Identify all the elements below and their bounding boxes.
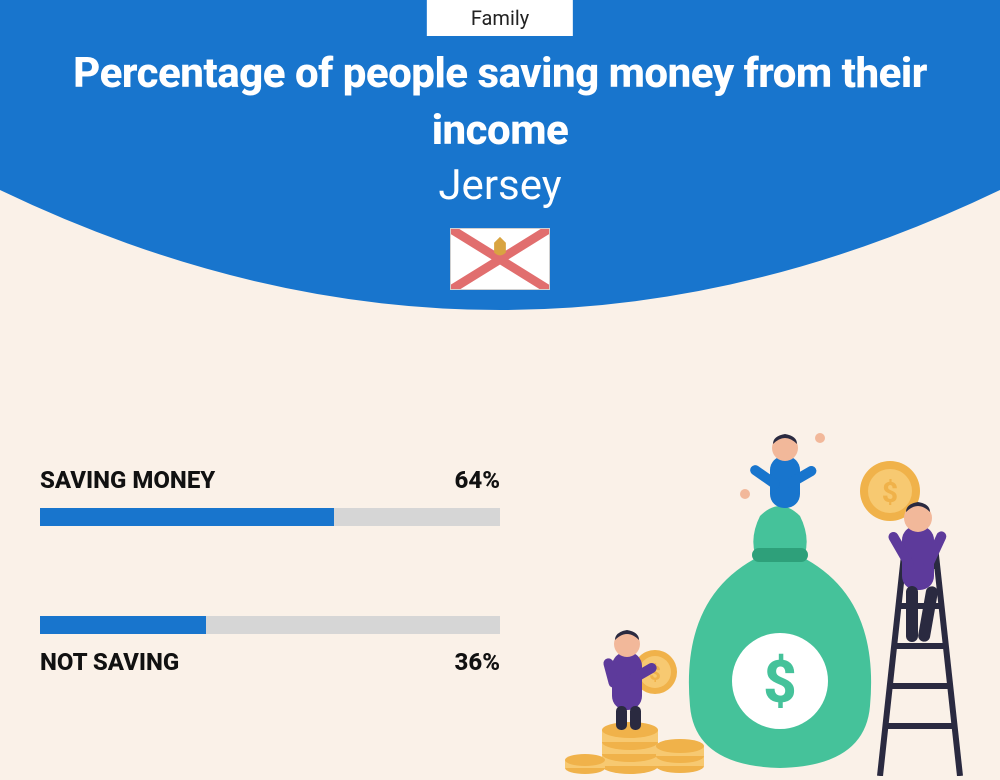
person-top-icon [740, 433, 825, 508]
category-tab: Family [427, 0, 573, 36]
page-title: Percentage of people saving money from t… [0, 46, 1000, 159]
bar-value: 64% [455, 466, 500, 494]
person-ladder-icon: $ [860, 461, 948, 643]
bar-fill [40, 616, 206, 634]
savings-illustration: $ $ [560, 396, 980, 776]
svg-text:$: $ [763, 649, 796, 717]
bar-label: SAVING MONEY [40, 466, 215, 494]
bar-value: 36% [455, 648, 500, 676]
bar-fill [40, 508, 334, 526]
money-bag-icon: $ [689, 506, 871, 768]
bars-area: SAVING MONEY 64% NOT SAVING 36% [40, 466, 500, 766]
person-left-icon: $ [602, 630, 677, 730]
region-name: Jersey [0, 161, 1000, 210]
bar-row-saving: SAVING MONEY 64% [40, 466, 500, 526]
title-area: Percentage of people saving money from t… [0, 46, 1000, 290]
bar-track [40, 616, 500, 634]
flag-icon [450, 228, 550, 290]
bar-label: NOT SAVING [40, 648, 179, 676]
bar-row-notsaving: NOT SAVING 36% [40, 616, 500, 676]
svg-text:$: $ [882, 476, 898, 509]
bar-track [40, 508, 500, 526]
